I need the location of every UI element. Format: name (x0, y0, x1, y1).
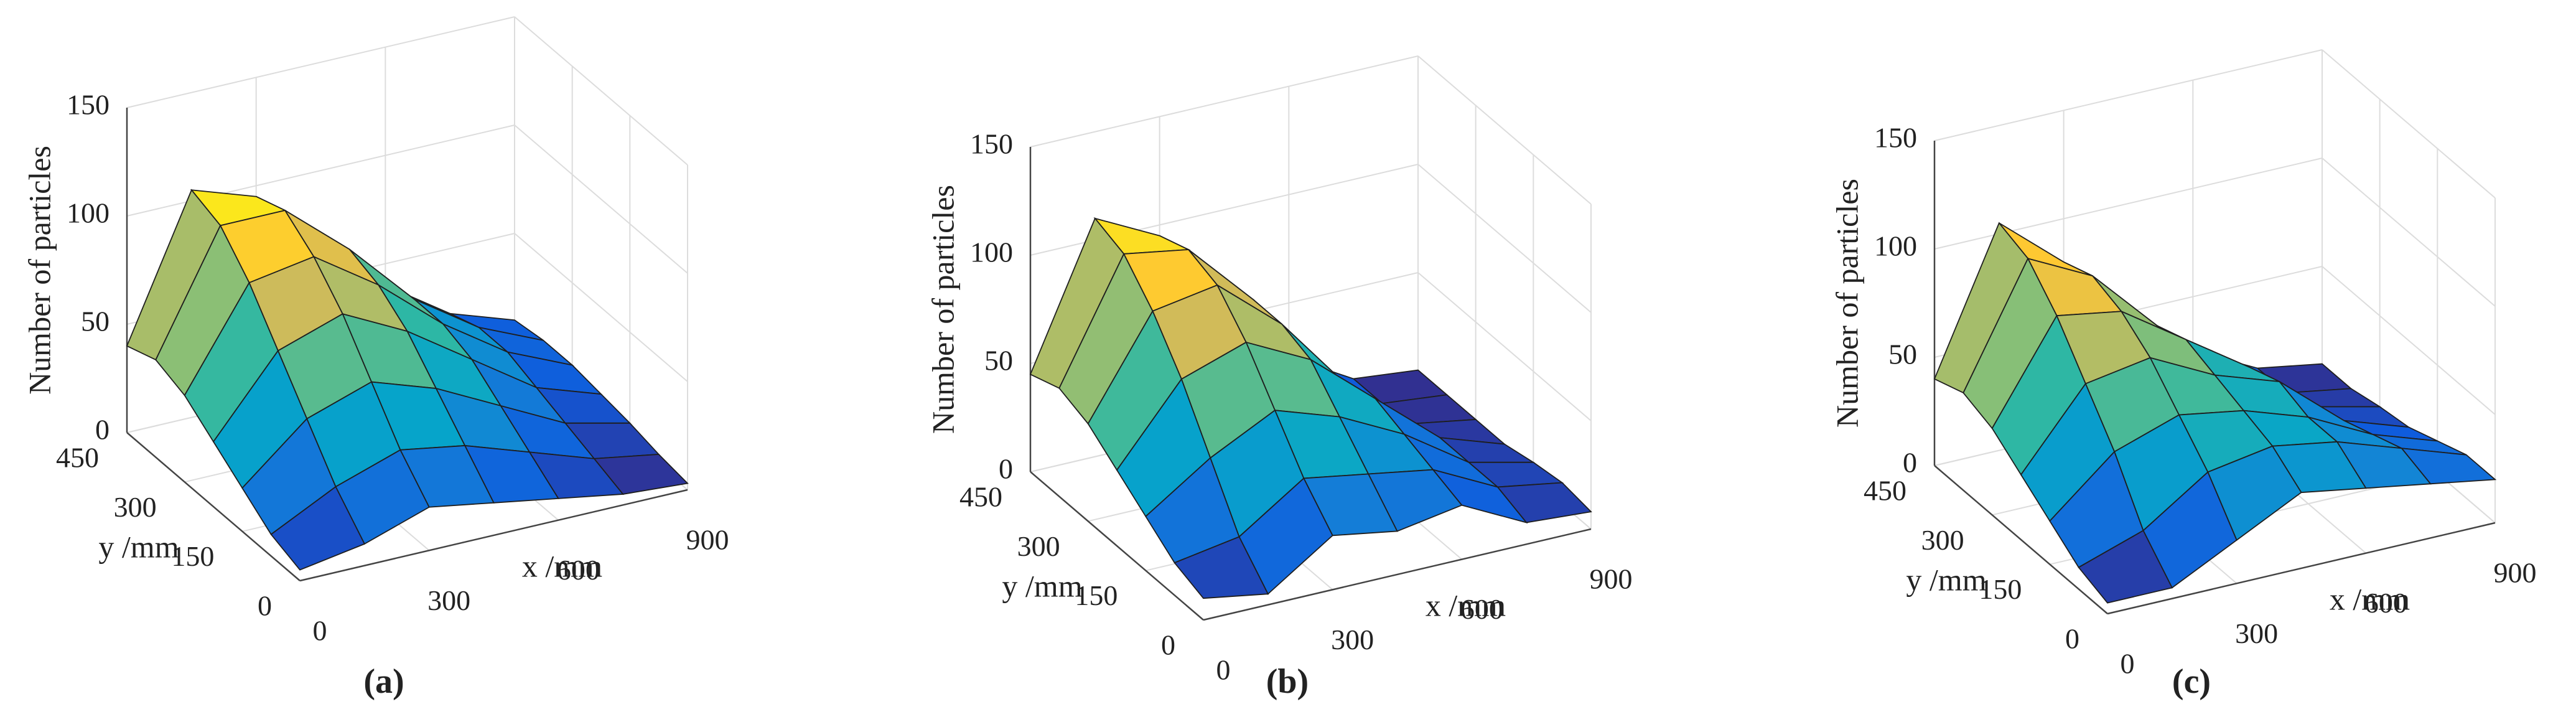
x-tick-label: 0 (313, 615, 327, 647)
grid-line (1030, 55, 1419, 148)
y-axis (126, 432, 301, 581)
x-axis-label: x /mm (1426, 588, 1506, 622)
z-tick-label: 0 (95, 414, 110, 446)
z-tick-label: 100 (67, 197, 110, 229)
grid-line (2322, 157, 2496, 307)
caption: (b) (1266, 662, 1309, 701)
grid-line (126, 16, 515, 108)
x-tick-label: 900 (1590, 563, 1633, 595)
caption: (a) (363, 662, 404, 701)
y-tick-label: 0 (2065, 623, 2079, 655)
grid-line (1417, 164, 1592, 313)
grid-line (126, 124, 515, 217)
y-tick-label: 450 (56, 442, 99, 474)
surface-patch (2078, 530, 2173, 604)
caption: (c) (2172, 662, 2211, 701)
grid-line (514, 124, 688, 274)
x-axis (1203, 528, 1592, 621)
y-axis (1030, 471, 1204, 621)
x-tick-label: 600 (2364, 587, 2407, 619)
grid-line (2322, 49, 2496, 199)
z-tick-label: 150 (1874, 122, 1917, 154)
surface-patch (270, 485, 366, 571)
grid-line (1934, 157, 2323, 250)
z-tick-label: 50 (1888, 339, 1917, 370)
x-axis-label: x /mm (2330, 581, 2410, 616)
x-tick-label: 0 (1216, 654, 1231, 686)
z-tick-label: 50 (81, 306, 110, 337)
x-tick-label: 300 (427, 584, 470, 616)
y-tick-label: 150 (1075, 579, 1118, 611)
grid-line (1417, 272, 1592, 421)
y-tick-label: 300 (1017, 530, 1060, 562)
grid-line (1417, 55, 1592, 205)
z-tick-label: 100 (970, 237, 1013, 268)
z-axis-label: Number of particles (1829, 179, 1864, 428)
x-tick-label: 0 (2121, 648, 2135, 680)
z-tick-label: 0 (1903, 447, 1917, 479)
grid-line (1934, 49, 2323, 141)
y-tick-label: 150 (171, 540, 214, 572)
y-axis-label: y /mm (1002, 568, 1082, 603)
y-tick-label: 450 (1864, 475, 1906, 507)
y-tick-label: 300 (1921, 524, 1964, 556)
z-tick-label: 150 (67, 89, 110, 121)
grid-line (514, 16, 688, 166)
z-axis-label: Number of particles (22, 146, 57, 395)
y-axis-label: y /mm (98, 529, 179, 564)
x-tick-label: 300 (1331, 624, 1374, 655)
x-tick-label: 600 (1460, 593, 1503, 625)
x-axis (2107, 522, 2496, 615)
z-tick-label: 150 (970, 128, 1013, 160)
y-tick-label: 0 (258, 590, 272, 622)
grid-line (514, 233, 688, 382)
x-tick-label: 900 (686, 524, 729, 556)
x-axis-label: x /mm (522, 548, 602, 583)
x-tick-label: 900 (2494, 557, 2537, 589)
y-axis-label: y /mm (1906, 562, 1986, 597)
x-axis (299, 489, 688, 582)
y-tick-label: 150 (1979, 573, 2022, 605)
z-axis-label: Number of particles (925, 185, 960, 434)
x-tick-label: 300 (2235, 617, 2278, 649)
z-tick-label: 0 (999, 453, 1013, 485)
grid-line (2322, 266, 2496, 415)
y-tick-label: 300 (114, 491, 157, 523)
y-axis (1934, 465, 2108, 614)
z-tick-label: 100 (1874, 230, 1917, 262)
y-tick-label: 450 (959, 481, 1002, 513)
x-tick-label: 600 (557, 554, 600, 586)
z-tick-label: 50 (984, 345, 1013, 377)
y-tick-label: 0 (1161, 629, 1175, 661)
surface-patch (1174, 536, 1269, 599)
